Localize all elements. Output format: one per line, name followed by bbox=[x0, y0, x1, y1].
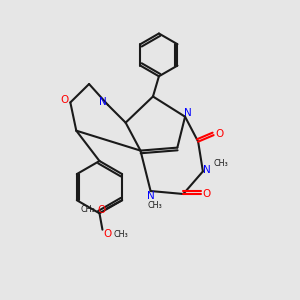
Text: O: O bbox=[104, 230, 112, 239]
Text: CH₃: CH₃ bbox=[214, 159, 229, 168]
Text: N: N bbox=[147, 191, 155, 201]
Text: CH₃: CH₃ bbox=[81, 205, 96, 214]
Text: N: N bbox=[203, 165, 211, 175]
Text: O: O bbox=[215, 129, 224, 139]
Text: O: O bbox=[202, 189, 211, 199]
Text: O: O bbox=[60, 95, 68, 105]
Text: CH₃: CH₃ bbox=[148, 201, 163, 210]
Text: N: N bbox=[184, 108, 192, 118]
Text: N: N bbox=[99, 97, 106, 107]
Text: O: O bbox=[97, 205, 105, 215]
Text: CH₃: CH₃ bbox=[113, 230, 128, 239]
